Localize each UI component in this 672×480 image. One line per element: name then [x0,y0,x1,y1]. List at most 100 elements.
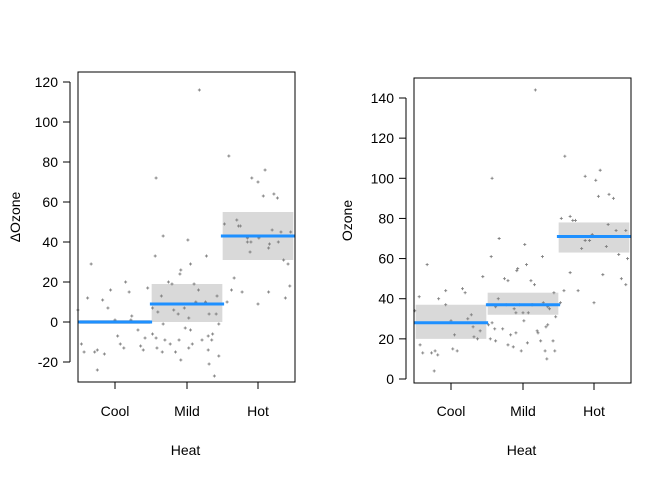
data-point [501,327,505,331]
data-point [592,301,596,305]
data-point [568,214,572,218]
data-point [288,284,292,288]
y-tick-label: 40 [42,234,58,250]
x-axis-label: Heat [507,442,537,458]
data-point [160,350,164,354]
data-point [136,328,140,332]
data-point [466,317,470,321]
data-point [118,342,122,346]
y-tick-label: -20 [38,354,58,370]
data-point [453,333,457,337]
data-point [535,329,539,333]
data-point [614,228,618,232]
data-point [433,349,437,353]
data-point [532,283,536,287]
y-tick-label: 40 [378,291,394,307]
data-point [516,267,520,271]
data-point [95,368,99,372]
data-point [444,289,448,293]
data-point [177,338,181,342]
data-point [444,303,448,307]
data-point [232,276,236,280]
data-point [526,311,530,315]
data-point [122,346,126,350]
data-point [256,302,260,306]
data-point [626,257,630,261]
data-point [106,306,110,310]
data-point [172,308,176,312]
data-point [536,331,540,335]
data-point [197,88,201,92]
data-point [151,332,155,336]
data-point [270,228,274,232]
data-point [469,313,473,317]
data-point [161,322,165,326]
data-point [421,351,425,355]
data-point [187,346,191,350]
data-point [204,254,208,258]
data-point [179,358,183,362]
data-point [430,351,434,355]
data-point [576,289,580,293]
data-point [279,230,283,234]
data-point [161,234,165,238]
data-point [102,352,106,356]
data-point [116,334,120,338]
data-point [101,298,105,302]
data-point [488,337,492,341]
data-point [606,222,610,226]
data-point [496,297,500,301]
data-point [187,316,191,320]
data-point [511,345,515,349]
x-axis-label: Heat [171,442,201,458]
data-point [417,295,421,299]
data-point [594,178,598,182]
data-point [276,240,280,244]
y-tick-label: 20 [42,274,58,290]
data-point [267,242,271,246]
data-point [543,349,547,353]
panel-delta-ozone: -20 0 20 40 60 80 100 120 Cool Mild Hot Heat ΔOzone [7,71,296,458]
data-point [222,222,226,226]
data-point [617,253,621,257]
data-point [146,286,150,290]
y-tick-label: 120 [35,74,59,90]
x-tick-label: Cool [101,403,130,419]
data-point [573,218,577,222]
data-point [604,245,608,249]
data-point [490,321,494,325]
data-point [214,312,218,316]
data-point [588,239,592,243]
data-point [127,290,131,294]
data-point [151,306,155,310]
y-axis-label: Ozone [339,200,355,241]
data-point [493,327,497,331]
data-point [418,343,422,347]
data-point [525,341,529,345]
y-tick-label: 120 [371,130,395,146]
data-point [514,331,518,335]
data-point [207,362,211,366]
y-tick-label: 80 [378,210,394,226]
data-point [86,296,90,300]
data-point [155,346,159,350]
data-point [139,344,143,348]
data-point [225,300,229,304]
data-point [619,277,623,281]
data-point [563,154,567,158]
data-point [240,290,244,294]
data-point [95,348,99,352]
y-tick-label: 80 [42,154,58,170]
x-tick-label: Hot [247,403,269,419]
data-point [521,311,525,315]
data-point [286,262,290,266]
data-point [598,168,602,172]
data-point [282,258,286,262]
data-point [82,350,86,354]
data-point [170,282,174,286]
data-point [580,247,584,251]
data-point [529,279,533,283]
data-point [478,329,482,333]
data-point [154,336,158,340]
